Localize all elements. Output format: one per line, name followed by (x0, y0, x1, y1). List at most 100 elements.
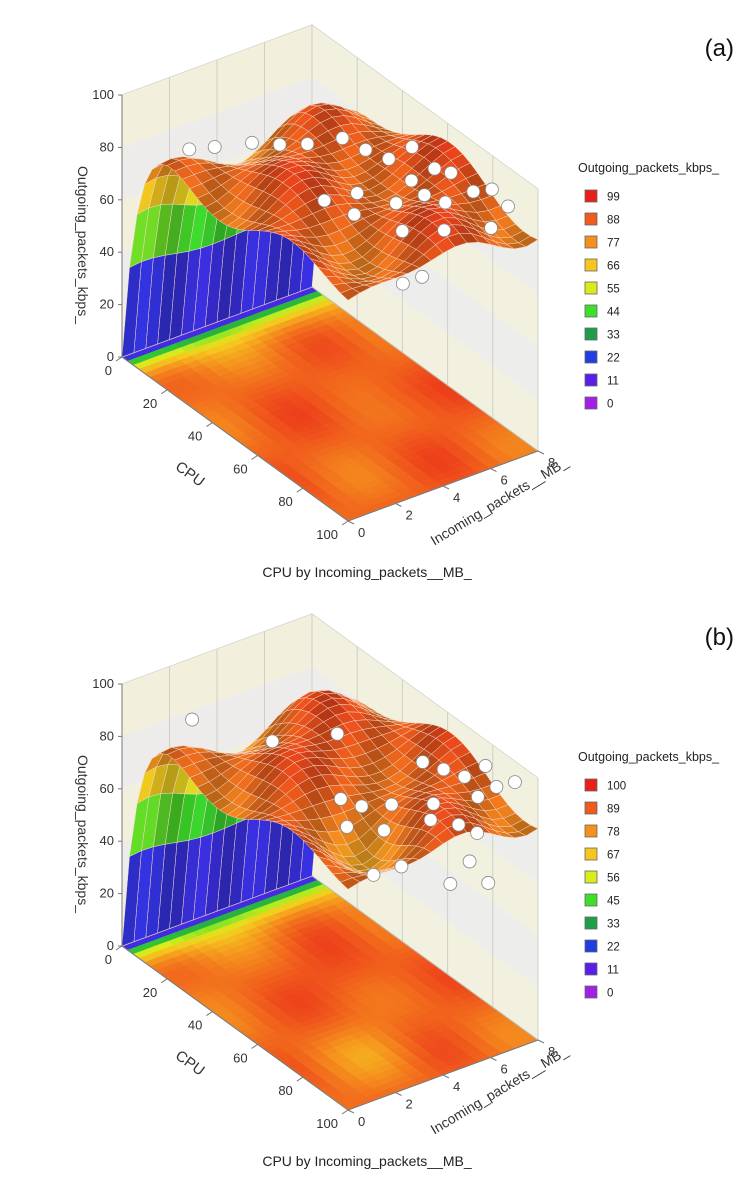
x-axis-line (121, 945, 349, 1111)
legend-swatch (584, 212, 598, 226)
legend-swatch (584, 373, 598, 387)
z-tick-label: 40 (100, 833, 114, 848)
z-tick-label: 80 (100, 139, 114, 154)
data-point (366, 867, 381, 882)
x-tick (206, 422, 213, 428)
x-tick-label: 60 (233, 1050, 247, 1065)
legend-label: 89 (607, 804, 620, 816)
legend-swatch (584, 258, 598, 272)
data-point (333, 792, 348, 806)
data-point (185, 712, 200, 727)
y-tick (537, 1039, 545, 1044)
data-point (415, 269, 429, 284)
chart-footer: CPU by Incoming_packets__MB_ (262, 1153, 472, 1169)
legend-label: 88 (607, 215, 620, 227)
data-point (484, 221, 498, 235)
x-tick (341, 1109, 349, 1115)
z-tick-label: 60 (100, 781, 114, 796)
legend-swatch (584, 396, 598, 410)
x-tick (160, 389, 168, 395)
y-tick (442, 1074, 450, 1079)
data-point (404, 173, 419, 188)
x-tick-label: 0 (105, 952, 112, 967)
data-point (470, 790, 485, 804)
legend-swatch (584, 870, 598, 884)
y-tick-label: 4 (453, 490, 460, 505)
legend-label: 100 (607, 781, 626, 793)
data-point (265, 734, 280, 749)
legend-label: 55 (607, 284, 620, 296)
y-tick (537, 450, 545, 455)
legend-label: 11 (607, 376, 619, 388)
surface-mesh (121, 102, 539, 358)
y-tick (395, 1092, 402, 1096)
y-tick-label: 2 (406, 1097, 413, 1112)
y-tick (395, 503, 402, 507)
y-tick-label: 8 (548, 455, 555, 470)
chart-panel-a: 0 20 40 60 80 100 0 2 4 6 8 0 20 40 60 80 100 CPU Incoming… (0, 0, 745, 589)
legend-swatch (584, 985, 598, 999)
data-point (405, 140, 419, 154)
legend-label: 33 (607, 330, 620, 342)
panel-label: (b) (705, 624, 734, 651)
z-tick-label: 0 (107, 349, 114, 364)
z-tick-label: 100 (92, 87, 114, 102)
data-point (426, 796, 441, 811)
legend-label: 22 (607, 353, 620, 365)
x-tick (160, 978, 168, 984)
data-point (394, 859, 409, 874)
y-tick-label: 8 (548, 1044, 555, 1059)
data-point (489, 780, 504, 794)
x-tick-label: 20 (143, 396, 157, 411)
data-point (481, 876, 496, 890)
legend-swatch (584, 847, 598, 861)
surface-cell (340, 877, 361, 890)
data-point (384, 797, 399, 812)
legend-label: 22 (607, 942, 620, 954)
x-tick (296, 1076, 304, 1082)
data-point (436, 762, 451, 777)
x-tick-label: 20 (143, 985, 157, 1000)
y-tick-label: 0 (358, 1114, 365, 1129)
data-point (335, 131, 350, 146)
data-point (508, 775, 522, 790)
data-point (444, 165, 458, 180)
x-axis-title: CPU (172, 458, 208, 490)
data-point (207, 140, 222, 154)
y-tick (347, 520, 355, 525)
data-point (451, 817, 466, 832)
legend-swatch (584, 824, 598, 838)
data-point (484, 182, 499, 197)
x-tick-label: 0 (105, 363, 112, 378)
y-tick-label: 2 (406, 508, 413, 523)
legend-label: 11 (607, 965, 619, 977)
legend-swatch (584, 962, 598, 976)
x-axis-title: CPU (172, 1047, 208, 1079)
x-tick-label: 80 (278, 494, 292, 509)
data-point (245, 135, 259, 150)
legend-swatch (584, 801, 598, 815)
data-point (358, 142, 373, 157)
panel-label: (a) (705, 35, 734, 62)
data-point (330, 726, 345, 741)
chart-footer: CPU by Incoming_packets__MB_ (262, 564, 472, 580)
x-tick (341, 520, 349, 526)
data-point (395, 276, 410, 291)
legend-swatch (584, 281, 598, 295)
z-tick-label: 100 (92, 676, 114, 691)
y-tick-label: 6 (501, 473, 508, 488)
data-point (182, 142, 197, 157)
legend-swatch (584, 327, 598, 341)
data-point (415, 755, 430, 769)
data-point (317, 193, 332, 208)
y-tick (490, 1057, 497, 1061)
legend-title: Outgoing_packets_kbps_ (578, 750, 720, 764)
data-point (427, 161, 442, 176)
legend-swatch (584, 189, 598, 203)
legend-swatch (584, 350, 598, 364)
z-tick-label: 0 (107, 938, 114, 953)
legend-swatch (584, 235, 598, 249)
y-tick (347, 1109, 355, 1114)
